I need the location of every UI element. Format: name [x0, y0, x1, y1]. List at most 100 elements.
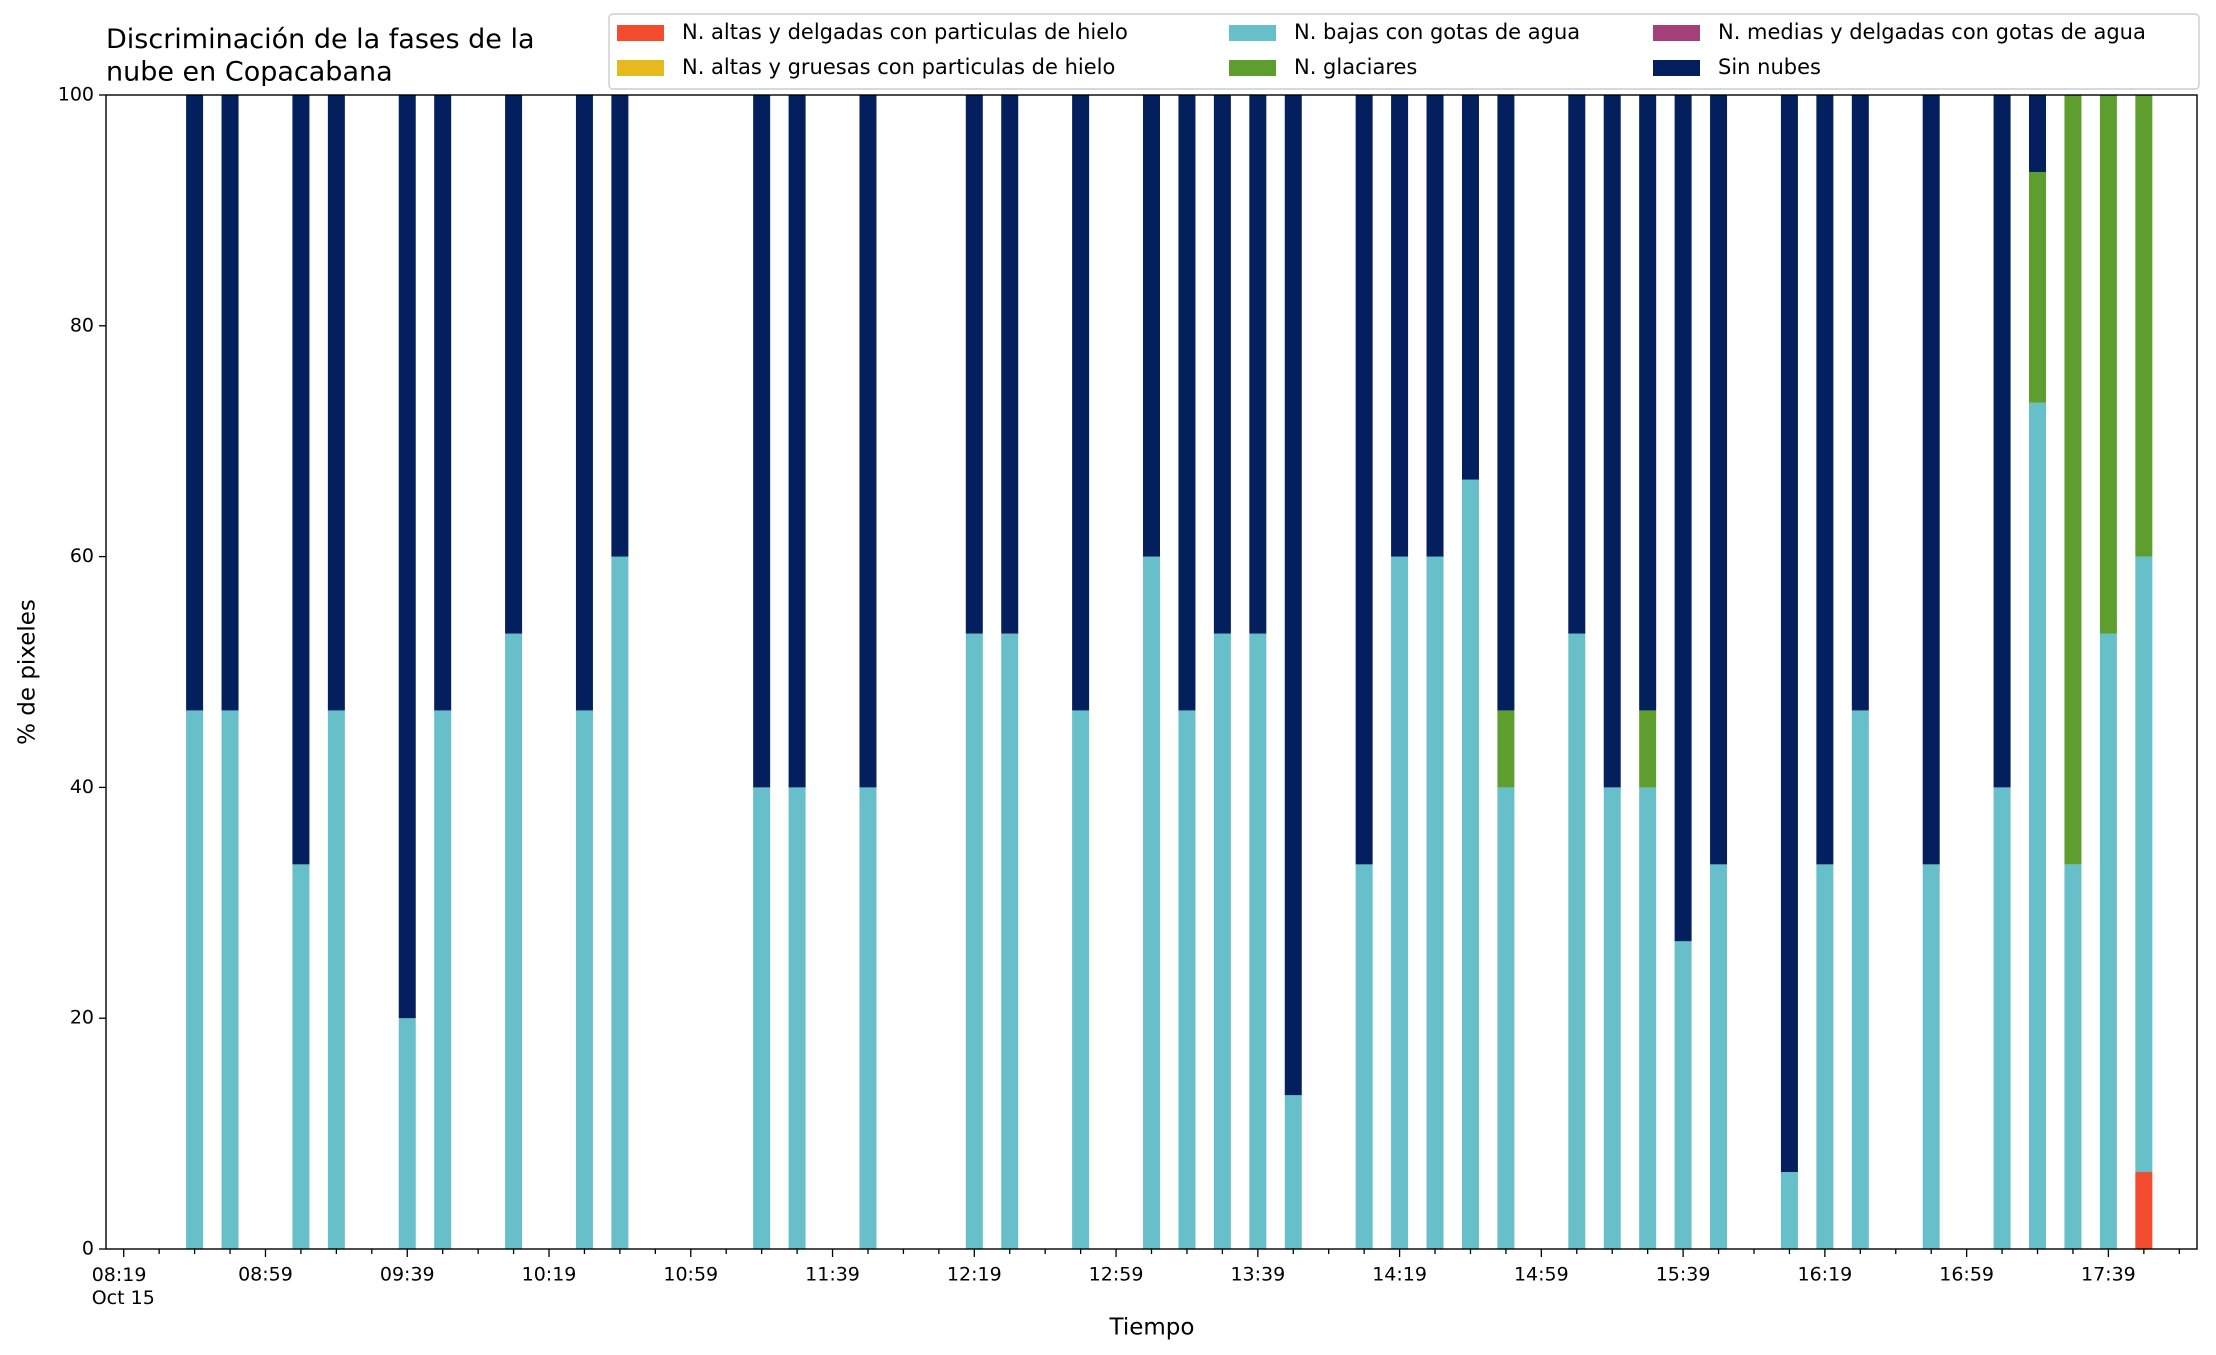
- bar-segment: [859, 787, 877, 1249]
- bar-segment: [2029, 95, 2047, 172]
- x-tick-label: 11:39: [805, 1264, 860, 1286]
- bar-segment: [1603, 95, 1621, 788]
- legend-swatch: [1653, 25, 1700, 41]
- bar-segment: [1426, 95, 1444, 557]
- bar-segment: [434, 710, 452, 1249]
- bar-segment: [1391, 556, 1409, 1249]
- bar-segment: [221, 710, 239, 1249]
- bar-segment: [1426, 556, 1444, 1249]
- x-tick-label: 12:59: [1089, 1264, 1144, 1286]
- bar-segment: [1603, 787, 1621, 1249]
- bar-segment: [1249, 95, 1267, 634]
- legend-label: N. altas y delgadas con particulas de hi…: [682, 20, 1128, 44]
- bar-segment: [1178, 710, 1196, 1249]
- bar-segment: [505, 95, 523, 634]
- bar-segment: [1780, 95, 1798, 1173]
- bar-segment: [1851, 710, 1869, 1249]
- bar-segment: [327, 710, 345, 1249]
- chart-title: Discriminación de la fases de la nube en …: [106, 24, 535, 87]
- bar-segment: [1001, 633, 1019, 1249]
- bar-segment: [2099, 633, 2117, 1249]
- bar-segment: [965, 633, 983, 1249]
- bar-segment: [1674, 95, 1692, 942]
- x-tick-label: 12:19: [947, 1264, 1002, 1286]
- bar-segment: [1143, 95, 1160, 557]
- x-tick-label: 14:59: [1514, 1264, 1569, 1286]
- bar-segment: [186, 710, 204, 1249]
- x-tick-label: 09:39: [380, 1264, 435, 1286]
- bar-segment: [859, 95, 877, 788]
- x-tick-label: 08:19 Oct 15: [92, 1264, 155, 1309]
- x-tick-label: 17:39: [2081, 1264, 2136, 1286]
- bar-segment: [575, 95, 593, 711]
- legend-swatch: [617, 25, 664, 41]
- bar-segment: [965, 95, 983, 634]
- y-tick-label: 20: [70, 1007, 94, 1029]
- plot-area: [186, 95, 2153, 1250]
- legend-label: N. medias y delgadas con gotas de agua: [1718, 20, 2146, 44]
- legend-label: Sin nubes: [1718, 55, 1821, 79]
- bar-segment: [2135, 1172, 2153, 1249]
- bar-segment: [1851, 95, 1869, 711]
- bar-segment: [1639, 95, 1657, 711]
- bar-segment: [186, 95, 204, 711]
- bar-segment: [1780, 1172, 1798, 1249]
- bar-segment: [1178, 95, 1196, 711]
- legend-swatch: [617, 60, 664, 76]
- legend-swatch: [1653, 60, 1700, 76]
- legend-label: N. altas y gruesas con particulas de hie…: [682, 55, 1115, 79]
- bar-segment: [1568, 633, 1586, 1249]
- x-tick-label: 10:19: [522, 1264, 577, 1286]
- bar-segment: [611, 556, 629, 1249]
- bar-segment: [327, 95, 345, 711]
- bar-segment: [1355, 95, 1373, 865]
- bar-segment: [575, 710, 593, 1249]
- bar-segment: [1001, 95, 1019, 634]
- bar-segment: [292, 95, 310, 865]
- bar-segment: [1072, 95, 1090, 711]
- x-tick-label: 08:59: [238, 1264, 293, 1286]
- bar-segment: [1993, 95, 2011, 788]
- bar-segment: [2099, 95, 2117, 634]
- legend-swatch: [1229, 60, 1276, 76]
- bar-segment: [1072, 710, 1090, 1249]
- x-tick-label: 16:19: [1797, 1264, 1852, 1286]
- bar-segment: [2029, 171, 2047, 403]
- bar-segment: [1639, 787, 1657, 1249]
- bar-segment: [1461, 95, 1479, 480]
- bar-segment: [1497, 95, 1515, 711]
- bar-segment: [1497, 710, 1515, 788]
- y-axis-label: % de pixeles: [15, 599, 41, 745]
- bar-segment: [1816, 864, 1834, 1249]
- bar-segment: [1922, 95, 1940, 865]
- bar-segment: [1143, 556, 1160, 1249]
- y-tick-label: 0: [82, 1238, 94, 1260]
- bar-segment: [398, 1018, 416, 1249]
- bar-segment: [1922, 864, 1940, 1249]
- bar-segment: [1674, 941, 1692, 1249]
- bar-segment: [1816, 95, 1834, 865]
- bar-segment: [753, 787, 771, 1249]
- bar-segment: [1284, 1095, 1302, 1249]
- bar-segment: [753, 95, 771, 788]
- x-axis-label: Tiempo: [1109, 1315, 1195, 1341]
- bar-segment: [1355, 864, 1373, 1249]
- legend-label: N. glaciares: [1294, 55, 1417, 79]
- legend-swatch: [1229, 25, 1276, 41]
- bar-segment: [1639, 710, 1657, 788]
- bar-segment: [292, 864, 310, 1249]
- bar-segment: [2064, 864, 2082, 1249]
- bar-segment: [1568, 95, 1586, 634]
- bar-segment: [2064, 95, 2082, 865]
- bar-segment: [221, 95, 239, 711]
- bar-segment: [1213, 633, 1231, 1249]
- bar-segment: [2135, 95, 2153, 557]
- x-tick-label: 13:39: [1230, 1264, 1285, 1286]
- bar-segment: [1461, 479, 1479, 1250]
- x-tick-label: 16:59: [1939, 1264, 1994, 1286]
- bar-segment: [2135, 556, 2153, 1173]
- bar-segment: [1284, 95, 1302, 1096]
- legend-label: N. bajas con gotas de agua: [1294, 20, 1580, 44]
- x-tick-label: 15:39: [1656, 1264, 1711, 1286]
- y-tick-label: 100: [58, 84, 94, 106]
